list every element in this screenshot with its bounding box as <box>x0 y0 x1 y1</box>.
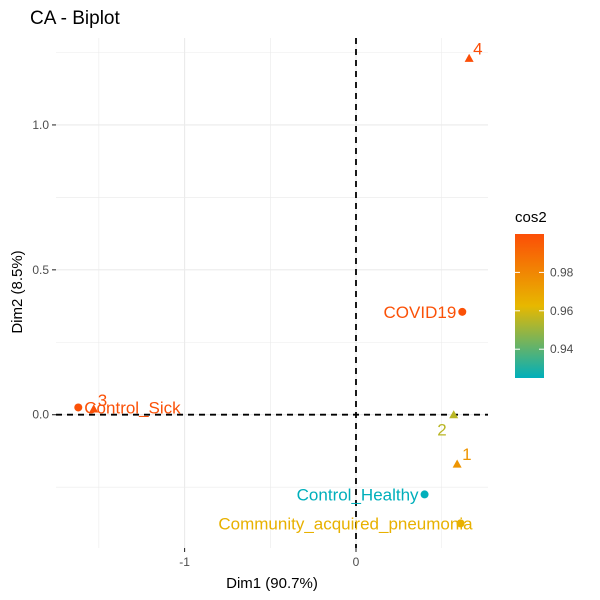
point-label: COVID19 <box>384 303 457 322</box>
x-axis-title: Dim1 (90.7%) <box>226 575 318 592</box>
y-axis-title: Dim2 (8.5%) <box>9 250 26 333</box>
point-label: 4 <box>473 39 482 58</box>
point-label: Control_Healthy <box>297 485 419 504</box>
legend-tick-label: 0.96 <box>550 304 574 318</box>
row-point <box>420 490 429 499</box>
point-label: Control_Sick <box>84 398 181 417</box>
reference-lines <box>56 38 488 548</box>
point-label: 1 <box>462 445 471 464</box>
legend-title: cos2 <box>515 209 547 226</box>
row-point <box>456 519 465 528</box>
column-point <box>89 404 99 413</box>
axes: -1 0 0.0 0.5 1.0 <box>32 118 359 569</box>
point-label: 3 <box>98 391 107 410</box>
column-point <box>464 53 474 62</box>
grid <box>56 38 488 548</box>
y-tick-label: 1.0 <box>32 118 49 132</box>
legend-tick-label: 0.94 <box>550 342 574 356</box>
data-marks <box>74 53 474 528</box>
chart-title: CA - Biplot <box>30 8 120 29</box>
legend-colorbar <box>515 234 544 378</box>
row-point <box>74 403 83 412</box>
x-tick-label: 0 <box>353 555 360 569</box>
x-tick-label: -1 <box>179 555 190 569</box>
column-point <box>449 410 459 419</box>
y-tick-label: 0.5 <box>32 263 49 277</box>
point-label: Community_acquired_pneumonia <box>218 514 473 533</box>
row-point <box>458 307 467 316</box>
legend-tick-label: 0.98 <box>550 265 574 279</box>
legend: cos2 0.94 0.96 0.98 <box>515 209 574 378</box>
y-tick-label: 0.0 <box>32 408 49 422</box>
point-label: 2 <box>437 421 446 440</box>
column-point <box>452 459 462 468</box>
